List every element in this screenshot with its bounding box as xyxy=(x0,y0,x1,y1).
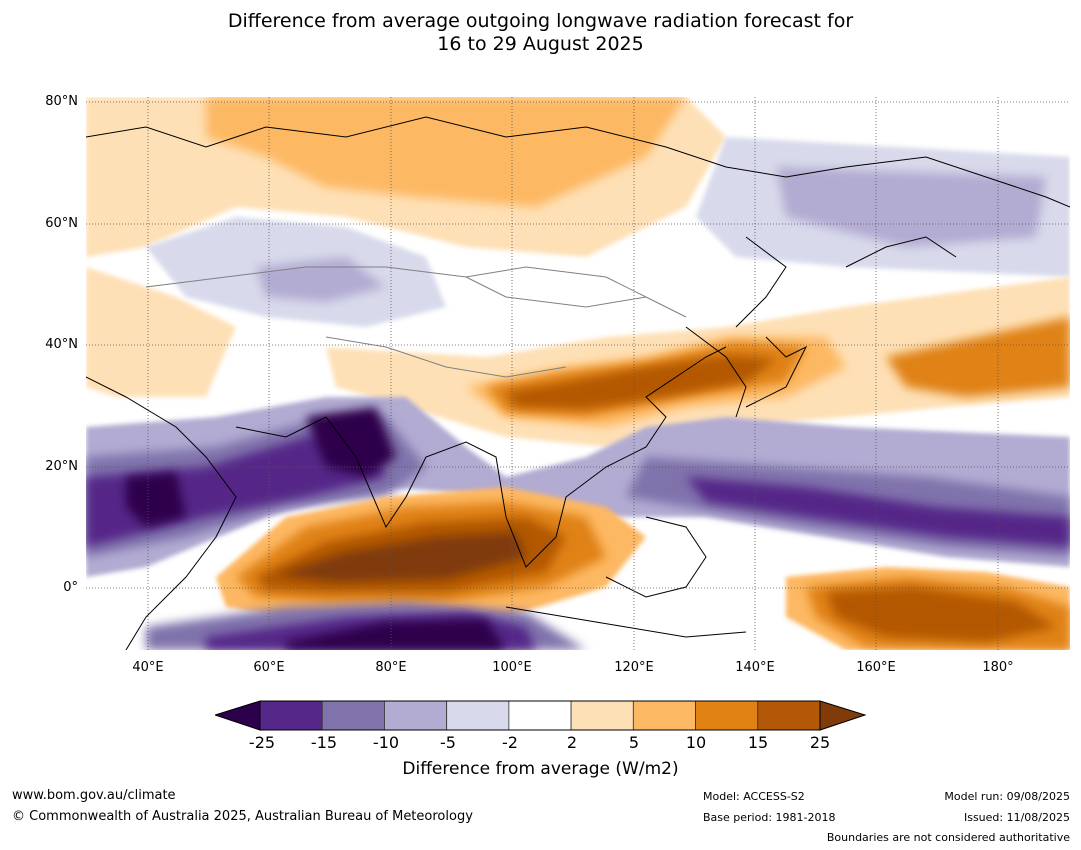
coastline-africa-arabia xyxy=(86,376,237,650)
model-text: Model: ACCESS-S2 xyxy=(703,790,805,803)
lat-label-60n: 60°N xyxy=(45,216,78,231)
colorbar-tick: 2 xyxy=(566,733,578,752)
field-positive-swpacific-core xyxy=(826,587,1056,642)
colorbar-under-arrow xyxy=(215,700,261,731)
anomaly-fields xyxy=(86,97,1070,650)
colorbar-tick: 25 xyxy=(809,733,831,752)
lat-label-40n: 40°N xyxy=(45,337,78,352)
field-positive-siberia-core xyxy=(206,97,686,207)
colorbar-tick: -5 xyxy=(440,733,456,752)
coastline-korea-china xyxy=(685,326,747,418)
lon-label-80e: 80°E xyxy=(375,660,407,675)
coastlines xyxy=(86,116,1070,650)
base-period-text: Base period: 1981-2018 xyxy=(703,811,836,824)
colorbar-outline xyxy=(259,700,821,731)
colorbar-tick: -10 xyxy=(372,733,400,752)
colorbar xyxy=(215,700,867,731)
boundaries-note: Boundaries are not considered authoritat… xyxy=(826,831,1070,844)
copyright-text: © Commonwealth of Australia 2025, Austra… xyxy=(12,809,473,824)
website-link[interactable]: www.bom.gov.au/climate xyxy=(12,788,176,803)
coastline-japan xyxy=(745,336,808,408)
lon-label-100e: 100°E xyxy=(492,660,532,675)
title-line-1: Difference from average outgoing longwav… xyxy=(227,10,854,32)
field-positive-middleeast xyxy=(86,267,236,397)
lat-label-0: 0° xyxy=(63,580,78,595)
colorbar-bin xyxy=(446,700,510,731)
boundary-himalaya xyxy=(325,336,567,378)
lon-label-160e: 160°E xyxy=(856,660,896,675)
colorbar-bin xyxy=(384,700,448,731)
field-negative-centralasia-core xyxy=(256,257,386,302)
colorbar-over-arrow xyxy=(819,700,867,731)
field-negative-northeast-core xyxy=(776,167,1046,247)
field-negative-india-core xyxy=(306,407,396,477)
lon-label-120e: 120°E xyxy=(614,660,654,675)
lon-label-140e: 140°E xyxy=(735,660,775,675)
coastline-south-asia xyxy=(235,346,727,568)
lon-label-40e: 40°E xyxy=(132,660,164,675)
colorbar-bin xyxy=(695,700,759,731)
title-line-2: 16 to 29 August 2025 xyxy=(437,33,644,55)
colorbar-bin xyxy=(570,700,634,731)
colorbar-tick: 10 xyxy=(685,733,707,752)
colorbar-bin xyxy=(259,700,323,731)
chart-title: Difference from average outgoing longwav… xyxy=(0,10,1081,56)
coastline-kamchatka xyxy=(845,236,957,268)
colorbar-bin xyxy=(632,700,696,731)
field-positive-indianocean-core xyxy=(276,532,526,582)
coastline-arctic xyxy=(86,116,1070,208)
colorbar-tick: 5 xyxy=(628,733,640,752)
coastline-east-asia xyxy=(735,236,787,328)
field-negative-horn-core xyxy=(126,472,186,527)
field-negative-south-core xyxy=(286,619,506,650)
colorbar-bin xyxy=(321,700,385,731)
field-negative-westpacific-strong xyxy=(686,477,1070,547)
lon-label-60e: 60°E xyxy=(253,660,285,675)
coastline-maritime-continent xyxy=(605,516,707,598)
map-svg xyxy=(86,97,1070,650)
colorbar-tick: -2 xyxy=(502,733,518,752)
colorbar-label: Difference from average (W/m2) xyxy=(402,759,679,779)
gridlines xyxy=(86,97,1070,650)
field-positive-northpacific xyxy=(886,317,1070,397)
colorbar-tick: -25 xyxy=(248,733,276,752)
lat-label-80n: 80°N xyxy=(45,94,78,109)
issued-text: Issued: 11/08/2025 xyxy=(963,811,1070,824)
lon-label-180: 180° xyxy=(982,660,1014,675)
field-positive-china-core xyxy=(506,355,776,409)
coastline-indonesia xyxy=(505,606,747,638)
colorbar-tick: -15 xyxy=(310,733,338,752)
colorbar-bin xyxy=(508,700,572,731)
lat-label-20n: 20°N xyxy=(45,459,78,474)
olr-anomaly-map xyxy=(86,97,1070,650)
colorbar-tick: 15 xyxy=(747,733,769,752)
colorbar-bins xyxy=(259,700,821,731)
boundary-mongolia xyxy=(465,276,647,308)
colorbar-bin xyxy=(757,700,821,731)
model-run-text: Model run: 09/08/2025 xyxy=(944,790,1070,803)
country-boundaries xyxy=(145,266,687,378)
